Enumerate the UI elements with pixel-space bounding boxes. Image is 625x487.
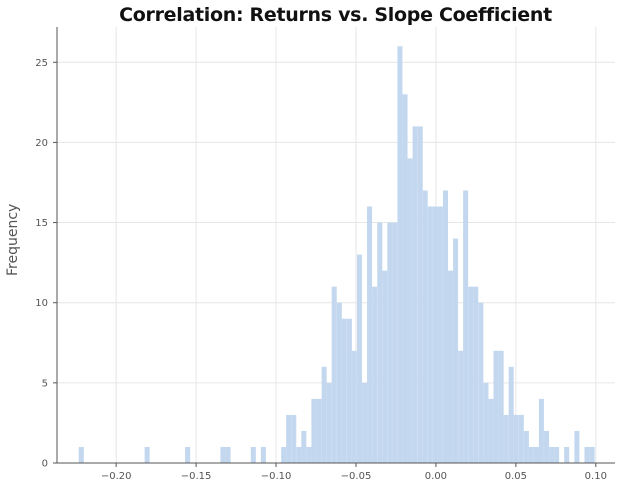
histogram-bar (306, 446, 312, 463)
histogram-bar (453, 238, 459, 463)
histogram-bar (377, 222, 383, 463)
x-tick-label: −0.05 (341, 471, 372, 482)
histogram-bar (336, 302, 342, 463)
histogram-bar (225, 446, 231, 463)
histogram-bar (321, 366, 327, 463)
histogram-bar (458, 350, 464, 463)
histogram-bar (574, 430, 580, 463)
histogram-bar (220, 446, 226, 463)
histogram-bar (488, 398, 494, 463)
histogram-bar (356, 254, 362, 463)
histogram-bar (589, 446, 595, 463)
x-axis-ticks: −0.20 −0.15 −0.10 −0.05 0.00 0.05 0.10 (101, 463, 607, 482)
histogram-bar (397, 46, 403, 464)
x-tick-label: −0.15 (181, 471, 212, 482)
histogram-bar (362, 382, 368, 463)
histogram-bar (508, 366, 514, 463)
histogram-bar (432, 206, 438, 463)
histogram-bar (412, 126, 418, 463)
histogram-bar (523, 430, 529, 463)
histogram-bar (185, 446, 191, 463)
histogram-bar (341, 318, 347, 463)
histogram-bar (447, 270, 453, 463)
histogram-bar (407, 158, 413, 464)
histogram-bar (528, 446, 534, 463)
histogram-bar (538, 398, 544, 463)
histogram-bar (417, 126, 423, 463)
histogram-bar (427, 206, 433, 463)
histogram-bar (473, 286, 479, 463)
histogram-bar (301, 430, 307, 463)
histogram-bar (382, 270, 388, 463)
y-axis-ticks: 0 5 10 15 20 25 (35, 58, 57, 470)
histogram-bar (554, 446, 560, 463)
x-tick-label: −0.20 (101, 471, 132, 482)
histogram-bar (351, 350, 357, 463)
histogram-bar (291, 414, 297, 463)
histogram-bar (503, 414, 509, 463)
histogram-bar (584, 446, 590, 463)
histogram-bar (250, 446, 256, 463)
histogram-bar (544, 430, 550, 463)
histogram-bar (78, 446, 84, 463)
histogram-bar (549, 446, 555, 463)
histogram-bars (78, 46, 595, 464)
y-tick-label: 5 (42, 378, 48, 389)
histogram-bar (422, 190, 428, 463)
x-tick-label: 0.05 (505, 471, 527, 482)
histogram-bar (392, 222, 398, 463)
histogram-bar (286, 414, 292, 463)
histogram-bar (260, 446, 266, 463)
histogram-bar (468, 286, 474, 463)
histogram-bar (311, 398, 317, 463)
y-tick-label: 25 (35, 58, 48, 69)
y-tick-label: 10 (35, 298, 48, 309)
histogram-bar (533, 446, 539, 463)
histogram-bar (437, 206, 443, 463)
y-tick-label: 20 (35, 138, 48, 149)
histogram-bar (478, 302, 484, 463)
y-tick-label: 0 (42, 459, 48, 470)
chart-title: Correlation: Returns vs. Slope Coefficie… (119, 4, 552, 26)
histogram-bar (564, 446, 570, 463)
axes (56, 27, 615, 464)
histogram-bar (331, 286, 337, 463)
histogram-bar (316, 398, 322, 463)
histogram-bar (281, 446, 287, 463)
histogram-bar (402, 94, 408, 463)
histogram-bar (296, 446, 302, 463)
histogram-bar (346, 318, 352, 463)
histogram-bar (326, 382, 332, 463)
histogram-bar (463, 190, 469, 463)
histogram-bar (518, 414, 524, 463)
y-tick-label: 15 (35, 218, 48, 229)
histogram-bar (387, 222, 393, 463)
x-tick-label: 0.10 (585, 471, 607, 482)
histogram-bar (513, 414, 519, 463)
x-tick-label: −0.10 (261, 471, 292, 482)
histogram-bar (367, 206, 373, 463)
histogram-bar (372, 286, 378, 463)
histogram-bar (144, 446, 150, 463)
histogram-bar (442, 190, 449, 463)
histogram-bar (498, 350, 504, 463)
histogram-bar (493, 350, 499, 463)
histogram-bar (483, 382, 489, 463)
x-tick-label: 0.00 (425, 471, 447, 482)
